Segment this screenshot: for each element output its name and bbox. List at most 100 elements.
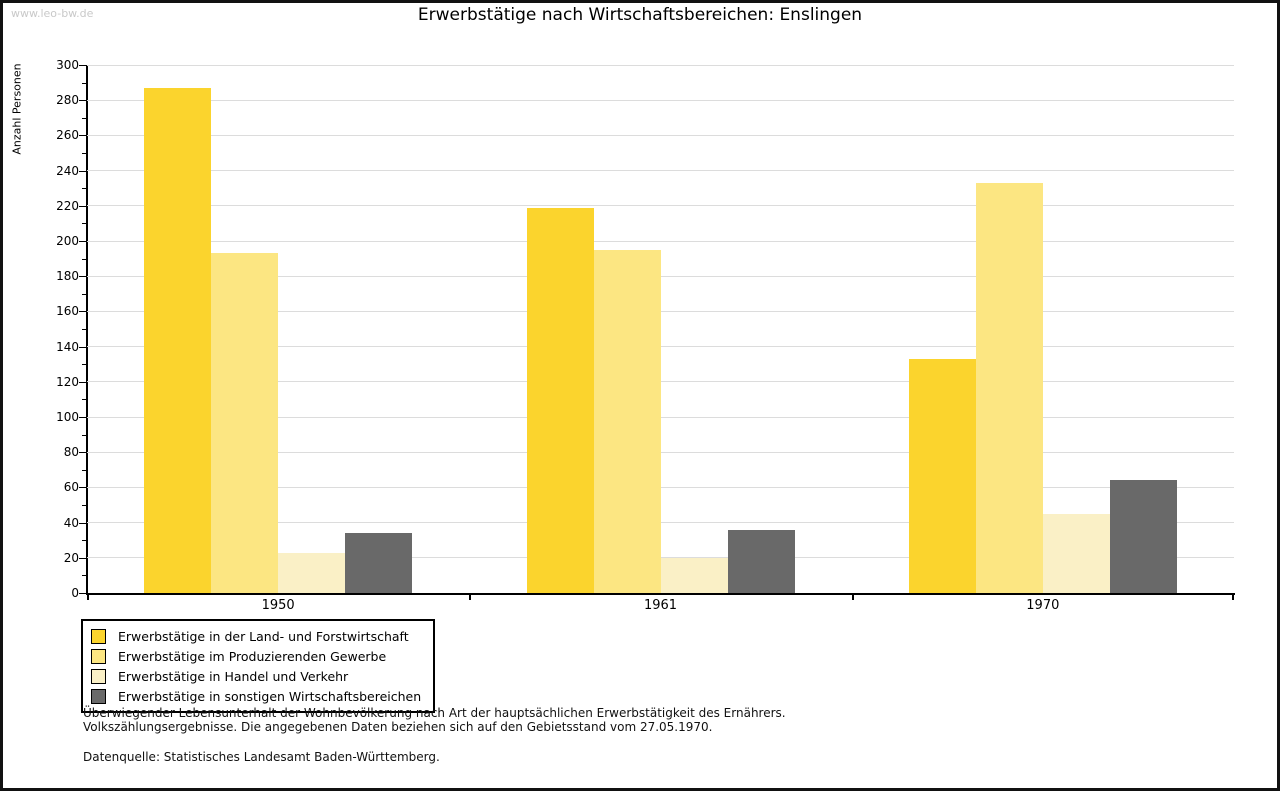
x-category-label: 1950 [261,598,295,613]
bar-1961-series4 [727,529,795,593]
y-tick [79,346,86,348]
y-tick [79,135,86,137]
bar-1970-series1 [908,358,976,593]
y-tick-label: 180 [56,269,79,284]
y-tick [79,452,86,454]
x-axis-line [86,593,1235,595]
y-tick [79,487,86,489]
y-gridline [87,170,1234,172]
y-tick [79,522,86,524]
y-minor-tick [82,575,86,577]
y-tick [79,241,86,242]
legend-swatch [91,628,106,644]
y-tick-label: 20 [63,550,79,565]
legend-swatch [91,688,106,704]
legend-item-3: Erwerbstätige in Handel und Verkehr [89,666,421,686]
legend: Erwerbstätige in der Land- und Forstwirt… [81,619,436,713]
bar-1950-series2 [211,253,279,593]
x-tick [851,595,854,600]
footer-line-1: Überwiegender Lebensunterhalt der Wohnbe… [83,706,786,720]
y-minor-tick [82,505,86,506]
bar-1950-series3 [278,552,346,593]
x-tick [469,595,472,600]
y-minor-tick [82,364,86,366]
legend-label: Erwerbstätige in Handel und Verkehr [118,668,349,684]
y-tick [79,276,86,278]
x-tick [87,595,89,600]
watermark: www.leo-bw.de [11,7,94,20]
y-axis-line [86,65,88,595]
y-tick [79,170,86,172]
footer-notes: Überwiegender Lebensunterhalt der Wohnbe… [83,706,1203,764]
legend-label: Erwerbstätige in sonstigen Wirtschaftsbe… [118,688,422,704]
y-tick-label: 260 [56,128,79,143]
y-gridline [87,99,1234,101]
plot-area [87,64,1234,593]
legend-item-1: Erwerbstätige in der Land- und Forstwirt… [89,626,421,646]
y-tick-label: 140 [56,339,79,354]
bar-1970-series2 [975,182,1043,593]
y-minor-tick [82,188,86,190]
y-tick-label: 220 [56,198,79,213]
y-tick-label: 40 [63,515,79,530]
bar-1970-series4 [1109,480,1177,593]
y-minor-tick [82,153,86,154]
bar-1961-series3 [660,557,728,593]
y-gridline [87,486,1234,488]
x-category-label: 1961 [643,598,678,613]
y-tick-label: 60 [63,480,79,495]
y-minor-tick [82,223,86,225]
data-source: Datenquelle: Statistisches Landesamt Bad… [83,750,440,764]
bar-1950-series4 [345,533,413,593]
legend-item-4: Erwerbstätige in sonstigen Wirtschaftsbe… [89,686,421,706]
x-tick [1232,595,1234,600]
y-gridline [87,205,1234,207]
y-tick-label: 280 [56,93,79,108]
y-gridline [87,381,1234,383]
y-axis-title: Anzahl Personen [10,63,24,155]
bar-1961-series1 [526,207,594,593]
y-gridline [87,240,1234,242]
legend-label: Erwerbstätige im Produzierenden Gewerbe [118,648,387,664]
y-tick [79,205,86,207]
y-tick [79,65,86,66]
legend-swatch [91,668,106,684]
y-tick-label: 160 [56,304,79,319]
y-minor-tick [82,117,86,119]
y-gridline [87,451,1234,453]
page-title: Erwerbstätige nach Wirtschaftsbereichen:… [417,5,863,25]
y-tick-label: 240 [56,163,79,178]
y-gridline [87,310,1234,312]
y-gridline [87,522,1234,524]
y-minor-tick [82,82,86,84]
y-tick [79,311,86,313]
y-minor-tick [82,469,86,471]
y-gridline [87,416,1234,418]
x-category-label: 1970 [1026,598,1060,613]
y-minor-tick [82,434,86,436]
legend-label: Erwerbstätige in der Land- und Forstwirt… [118,628,409,644]
footer-line-2: Volkszählungsergebnisse. Die angegebenen… [83,720,713,734]
bar-1961-series2 [593,249,661,593]
y-minor-tick [82,258,86,260]
y-tick [79,557,86,559]
legend-swatch [91,648,106,664]
legend-item-2: Erwerbstätige im Produzierenden Gewerbe [89,646,421,666]
y-tick-label: 300 [56,58,79,72]
y-tick-label: 100 [56,410,79,424]
y-gridline [87,346,1234,348]
y-tick [79,417,86,418]
y-minor-tick [82,399,86,401]
y-tick-label: 200 [56,234,79,248]
y-minor-tick [82,293,86,295]
y-tick [79,593,86,594]
y-minor-tick [82,329,86,330]
y-minor-tick [82,540,86,542]
y-gridline [87,275,1234,277]
y-tick-label: 120 [56,374,79,389]
y-gridline [87,64,1234,66]
y-gridline [87,557,1234,559]
bar-1950-series1 [144,87,212,593]
y-tick [79,381,86,383]
